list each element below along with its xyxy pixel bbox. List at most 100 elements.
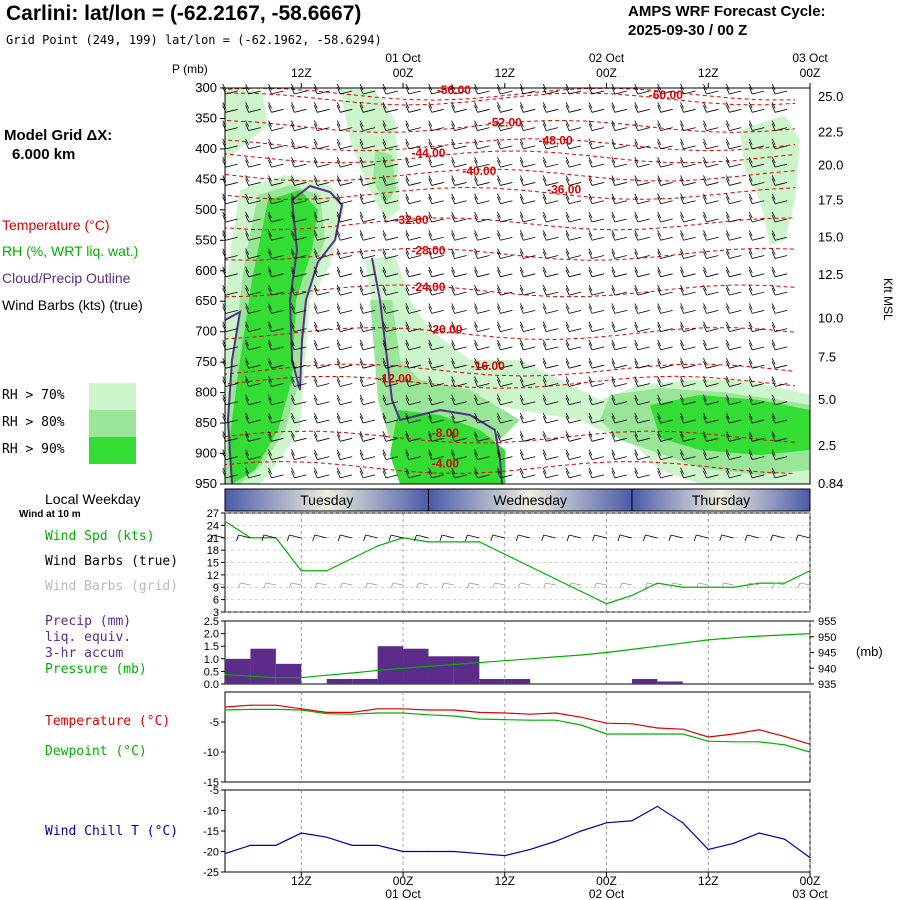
wind-barb-glyph: [725, 449, 742, 460]
wind-chill-line-point: [580, 830, 582, 832]
surface-wind-barb-grid: [492, 582, 505, 589]
surface-wind-barb-grid: [212, 582, 226, 589]
wind-barb-glyph: [634, 321, 650, 333]
wind-barb-glyph: [382, 248, 399, 259]
weekday-label: Tuesday: [300, 492, 353, 508]
wind-barb-glyph: [634, 120, 650, 131]
wind-speed-line-point: [555, 578, 557, 580]
height-axis-label: Kft MSL: [881, 278, 895, 321]
wind-chill-panel: [221, 789, 811, 877]
wind-barb-glyph: [313, 449, 330, 460]
wind-chill-tick-label: -10: [203, 806, 219, 818]
wind-barb-glyph: [657, 394, 673, 406]
surface-wind-barb-grid: [594, 582, 607, 589]
wind-barb-glyph: [519, 248, 536, 259]
pressure-line-point: [402, 667, 404, 669]
wind-barb-glyph: [313, 175, 330, 186]
height-tick-label: 10.0: [818, 310, 843, 325]
surface-wind-barb-grid: [517, 582, 531, 589]
legend-cloud: Cloud/Precip Outline: [2, 270, 131, 286]
wind-chill-line-point: [605, 822, 608, 824]
precip-bar: [250, 648, 276, 684]
wind-barb-glyph: [748, 175, 765, 186]
temperature-line-point: [377, 708, 379, 710]
wind-barb-glyph: [291, 248, 307, 259]
wind-barb-glyph: [268, 284, 284, 296]
wind-barb-glyph: [588, 193, 605, 205]
wind-barb-glyph: [497, 193, 513, 205]
wind-barb-glyph: [588, 230, 605, 241]
pressure-line-point: [377, 669, 379, 672]
wind-barb-glyph: [725, 156, 742, 168]
temperature-line-point: [453, 709, 455, 711]
legend-temperature: Temperature (°C): [2, 217, 110, 233]
wind-speed-tick-label: 12: [207, 570, 219, 582]
wind-barb-glyph: [382, 156, 399, 168]
wind-barb-glyph: [451, 248, 467, 259]
wind-barb-glyph: [336, 211, 353, 223]
wind-barb-glyph: [771, 230, 788, 241]
wind-speed-line-point: [809, 570, 811, 572]
wind-barb-glyph: [382, 394, 399, 406]
wind-barb-glyph: [245, 156, 261, 168]
wind-barb-glyph: [634, 358, 650, 369]
wind-barb-glyph: [336, 230, 353, 241]
wind-barb-glyph: [291, 467, 307, 479]
cloud-outline-lower: [224, 257, 503, 485]
wind-barb-glyph: [680, 431, 696, 442]
wind-barb-glyph: [405, 120, 421, 131]
wind-barb-glyph: [313, 303, 330, 314]
wind-barb-glyph: [565, 211, 582, 223]
legend-wind-barbs-grid: Wind Barbs (grid): [45, 579, 179, 594]
weekday-bar: [224, 488, 811, 512]
wind-barb-glyph: [428, 339, 444, 351]
wind-barb-glyph: [725, 266, 742, 278]
legend-wind-10m: Wind at 10 m: [19, 509, 81, 520]
wind-barb-glyph: [382, 449, 399, 460]
wind-barb-glyph: [359, 376, 376, 387]
wind-barb-glyph: [268, 230, 284, 241]
wind-barb-glyph: [474, 138, 490, 150]
wind-speed-panel: [210, 512, 811, 613]
wind-barb-glyph: [497, 394, 513, 406]
date-label-bottom: 01 Oct: [385, 887, 421, 900]
wind-barb-glyph: [405, 211, 421, 223]
precip-bar: [275, 663, 302, 684]
wind-barb-glyph: [268, 321, 284, 333]
wind-speed-line-point: [682, 586, 684, 588]
wind-barb-glyph: [359, 193, 376, 205]
wind-barb-glyph: [474, 193, 490, 205]
wind-barb-glyph: [680, 248, 696, 259]
surface-wind-barb-grid: [416, 582, 429, 589]
wind-barb-glyph: [680, 175, 696, 186]
wind-barb-glyph: [748, 248, 765, 259]
wind-barb-glyph: [634, 230, 650, 241]
surface-wind-barb-grid: [645, 582, 658, 589]
wind-barb-glyph: [474, 467, 490, 479]
surface-wind-barb: [719, 534, 734, 542]
wind-barb-glyph: [405, 156, 421, 168]
legend-precip-2: liq. equiv.: [45, 630, 132, 645]
wind-barb-glyph: [336, 303, 353, 314]
temperature-line-point: [224, 706, 226, 708]
dewpoint-line-point: [783, 744, 786, 746]
pressure-right-tick-label: 945: [818, 648, 836, 660]
wind-barb-glyph: [405, 230, 421, 241]
wind-chill-line-point: [224, 852, 226, 855]
temperature-contour: [224, 168, 796, 182]
wind-speed-line-point: [580, 590, 582, 592]
wind-chill-line-point: [351, 844, 353, 846]
wind-barb-glyph: [680, 102, 696, 113]
wind-barb-glyph: [291, 193, 307, 205]
temperature-line-point: [631, 723, 633, 725]
wind-barb-glyph: [725, 376, 742, 387]
wind-barb-glyph: [336, 467, 353, 479]
wind-barb-glyph: [657, 467, 673, 479]
wind-barb-glyph: [245, 321, 261, 333]
pressure-tick-label: 600: [195, 263, 217, 278]
wind-barb-glyph: [313, 431, 330, 442]
wind-barb-glyph: [634, 211, 650, 223]
wind-barb-glyph: [588, 120, 605, 131]
wind-barb-glyph: [542, 138, 559, 150]
wind-barb-glyph: [565, 284, 582, 296]
